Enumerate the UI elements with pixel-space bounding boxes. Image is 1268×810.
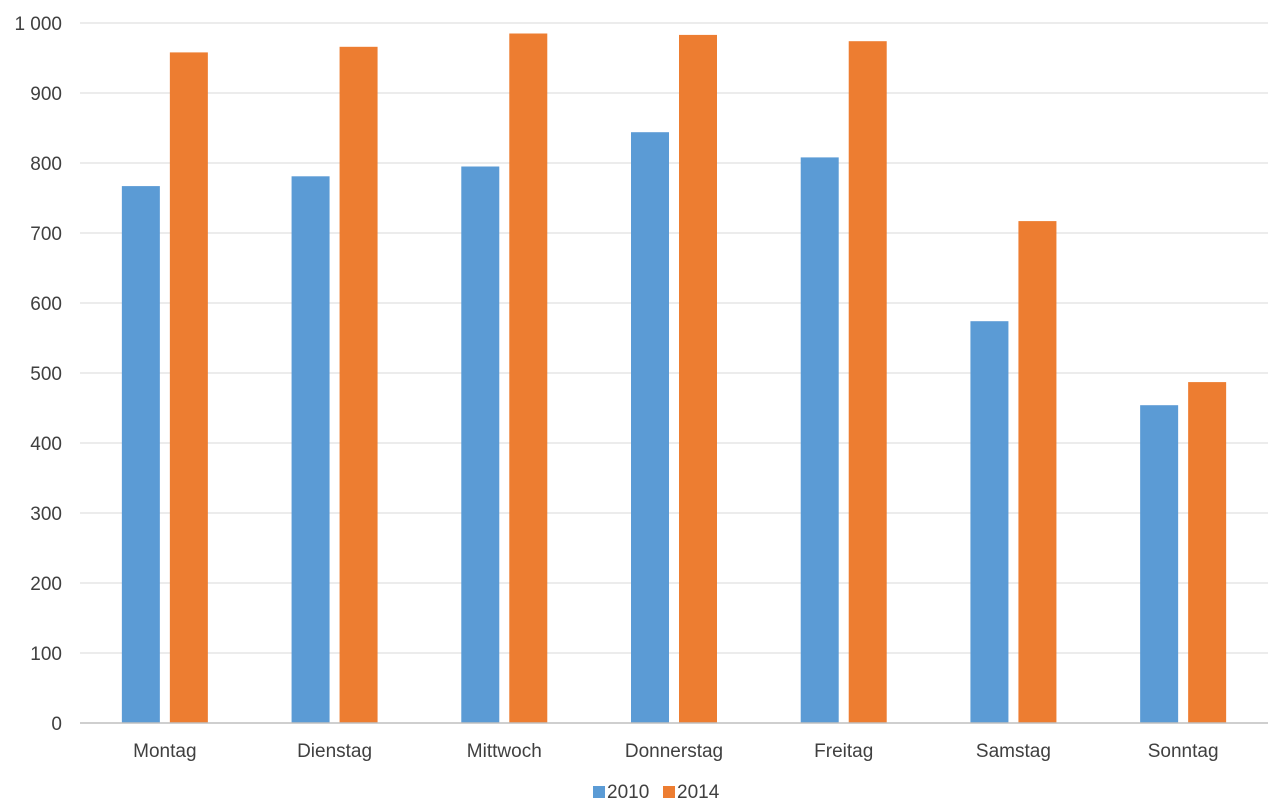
bar-2010-montag bbox=[121, 186, 160, 724]
axes: 0 100 200 300 400 500 600 700 800 900 1 000 Montag D… bbox=[14, 14, 1268, 762]
y-tick-label: 0 bbox=[51, 714, 62, 735]
y-tick-label: 400 bbox=[30, 434, 62, 455]
bars bbox=[121, 33, 1227, 724]
legend: 2010 2014 bbox=[593, 782, 720, 803]
bar-2010-samstag bbox=[970, 321, 1009, 723]
x-tick-label: Dienstag bbox=[297, 741, 372, 762]
x-tick-label: Montag bbox=[133, 741, 196, 762]
bar-2014-freitag bbox=[848, 41, 887, 723]
bar-2010-donnerstag bbox=[631, 132, 669, 723]
bar-2010-mittwoch bbox=[461, 166, 500, 723]
x-tick-label: Freitag bbox=[814, 741, 873, 762]
bar-2014-mittwoch bbox=[509, 33, 548, 723]
y-tick-label: 700 bbox=[30, 224, 62, 245]
y-tick-label: 600 bbox=[30, 294, 62, 315]
bar-2010-dienstag bbox=[291, 176, 330, 724]
legend-swatch-2010 bbox=[593, 786, 605, 798]
x-tick-label: Samstag bbox=[976, 741, 1051, 762]
x-tick-label: Sonntag bbox=[1148, 741, 1219, 762]
legend-label-2010: 2010 bbox=[607, 782, 649, 803]
x-tick-label: Mittwoch bbox=[467, 741, 542, 762]
bar-2010-freitag bbox=[800, 157, 839, 723]
bar-2014-donnerstag bbox=[679, 34, 717, 723]
bar-2010-sonntag bbox=[1140, 405, 1179, 723]
bar-2014-montag bbox=[169, 52, 208, 723]
gridlines bbox=[80, 22, 1268, 654]
y-tick-label: 800 bbox=[30, 154, 62, 175]
y-tick-label: 100 bbox=[30, 644, 62, 665]
legend-label-2014: 2014 bbox=[677, 782, 720, 803]
bar-2014-dienstag bbox=[339, 46, 378, 724]
y-tick-label: 500 bbox=[30, 364, 62, 385]
y-tick-label: 200 bbox=[30, 574, 62, 595]
legend-swatch-2014 bbox=[663, 786, 675, 798]
y-tick-label: 1 000 bbox=[14, 14, 62, 35]
y-tick-label: 300 bbox=[30, 504, 62, 525]
y-tick-label: 900 bbox=[30, 84, 62, 105]
x-tick-label: Donnerstag bbox=[625, 741, 723, 762]
bar-2014-sonntag bbox=[1188, 382, 1227, 723]
bar-2014-samstag bbox=[1018, 221, 1057, 723]
